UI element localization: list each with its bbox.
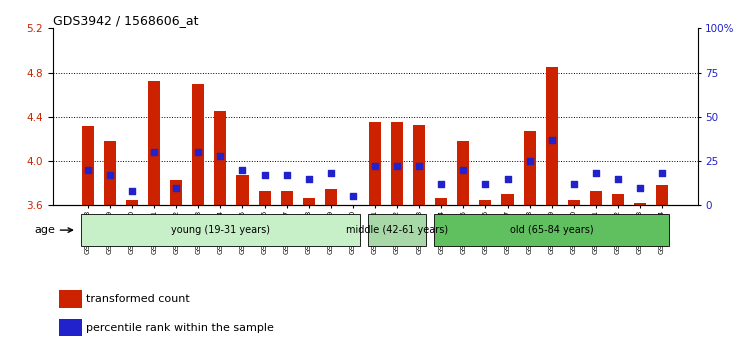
Text: old (65-84 years): old (65-84 years) [510, 225, 593, 235]
Bar [434, 214, 669, 246]
Bar [81, 214, 360, 246]
Bar [259, 191, 271, 205]
Point [148, 149, 160, 155]
Bar [214, 111, 226, 205]
Point [280, 172, 292, 178]
Point [634, 185, 646, 190]
Bar [369, 122, 381, 205]
Bar [126, 200, 138, 205]
Bar [634, 203, 646, 205]
Bar [413, 125, 425, 205]
Bar [148, 81, 160, 205]
Bar [325, 189, 337, 205]
Point [126, 188, 138, 194]
Point [192, 149, 204, 155]
Bar [59, 290, 82, 308]
Bar [104, 141, 116, 205]
Point [612, 176, 624, 182]
Text: young (19-31 years): young (19-31 years) [171, 225, 270, 235]
Point [413, 164, 425, 169]
Point [325, 171, 337, 176]
Point [568, 181, 580, 187]
Point [369, 164, 381, 169]
Point [82, 167, 94, 173]
Point [236, 167, 248, 173]
Bar [524, 131, 536, 205]
Bar [568, 200, 580, 205]
Point [546, 137, 558, 143]
Bar [59, 319, 82, 336]
Point [104, 172, 116, 178]
Bar [391, 122, 404, 205]
Bar [368, 214, 426, 246]
Bar [192, 84, 205, 205]
Bar [590, 191, 602, 205]
Point [347, 194, 359, 199]
Point [524, 158, 536, 164]
Text: GDS3942 / 1568606_at: GDS3942 / 1568606_at [53, 14, 198, 27]
Bar [280, 191, 292, 205]
Point [502, 176, 514, 182]
Bar [82, 126, 94, 205]
Text: age: age [34, 225, 73, 235]
Point [458, 167, 470, 173]
Point [391, 164, 403, 169]
Bar [458, 141, 470, 205]
Point [214, 153, 226, 159]
Point [479, 181, 491, 187]
Point [656, 171, 668, 176]
Point [590, 171, 602, 176]
Text: middle (42-61 years): middle (42-61 years) [346, 225, 448, 235]
Text: transformed count: transformed count [86, 295, 190, 304]
Point [170, 185, 182, 190]
Bar [656, 185, 668, 205]
Bar [435, 198, 447, 205]
Point [303, 176, 315, 182]
Bar [479, 200, 491, 205]
Bar [612, 194, 624, 205]
Text: percentile rank within the sample: percentile rank within the sample [86, 323, 274, 333]
Bar [502, 194, 514, 205]
Point [259, 172, 271, 178]
Bar [545, 67, 558, 205]
Point [435, 181, 447, 187]
Bar [170, 180, 182, 205]
Bar [303, 198, 315, 205]
Bar [236, 176, 248, 205]
